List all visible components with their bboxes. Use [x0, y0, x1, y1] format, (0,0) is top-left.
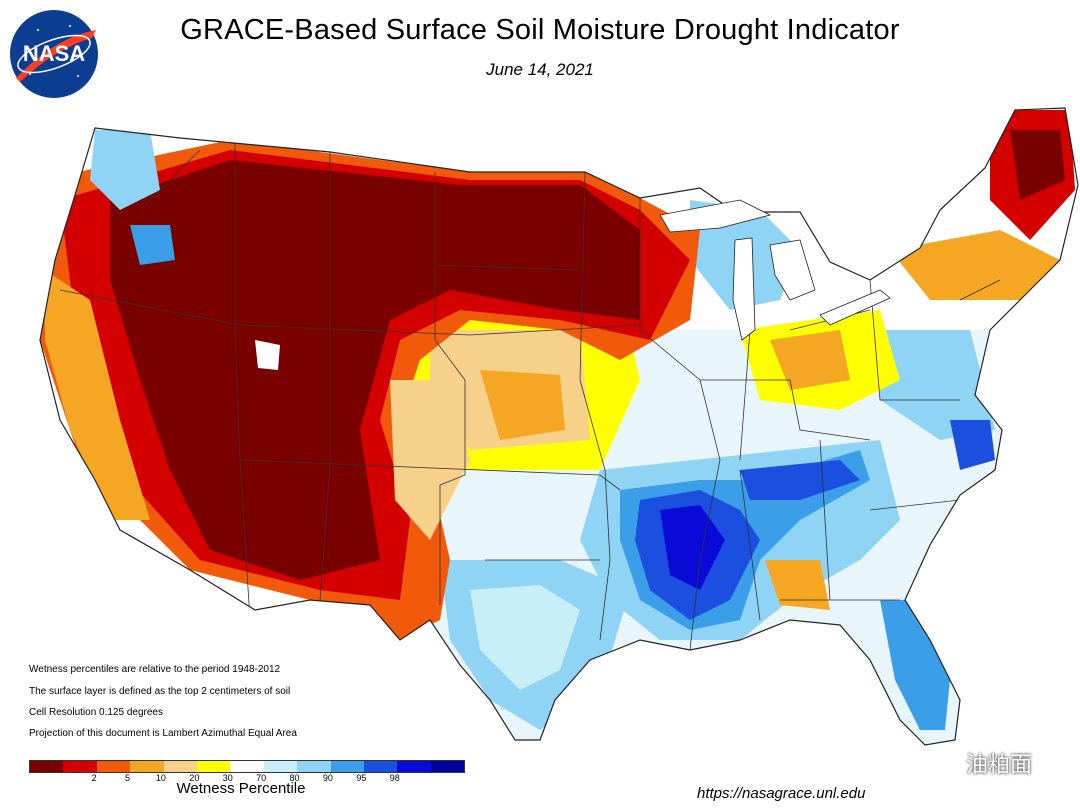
legend-swatch — [230, 761, 264, 772]
legend-tick-label: 2 — [91, 773, 97, 783]
legend-tick-label: 90 — [322, 773, 333, 783]
legend-swatch — [163, 761, 197, 772]
lake-superior — [659, 199, 772, 233]
legend-tick-label: 5 — [125, 773, 131, 783]
legend-swatch — [363, 761, 398, 772]
lake-erie — [819, 289, 891, 326]
lake-huron — [769, 239, 816, 301]
legend-swatch — [397, 761, 431, 772]
source-url: https://nasagrace.unl.edu — [697, 785, 866, 802]
legend-tick-label: 10 — [155, 773, 166, 783]
note-cell-resolution: Cell Resolution 0.125 degrees — [29, 707, 163, 718]
legend-swatch — [263, 761, 298, 772]
legend-tick-label: 20 — [189, 773, 200, 783]
svg-text:NASA: NASA — [23, 41, 85, 66]
wetness-field — [40, 110, 1078, 745]
watermark-text: 油粕面 — [966, 752, 1033, 777]
legend-swatch — [297, 761, 331, 772]
note-projection: Projection of this document is Lambert A… — [29, 728, 297, 739]
map-date: June 14, 2021 — [486, 60, 594, 79]
legend-swatch — [430, 761, 465, 772]
watermark: 油粕面 — [920, 746, 1032, 780]
legend-swatch — [330, 761, 364, 772]
legend-swatch — [130, 761, 164, 772]
legend-tick-label: 80 — [289, 773, 300, 783]
legend-swatch — [96, 761, 131, 772]
legend-title: Wetness Percentile — [176, 780, 306, 797]
legend-swatch — [30, 761, 64, 772]
note-percentile-period: Wetness percentiles are relative to the … — [29, 664, 281, 675]
legend-tick-label: 95 — [356, 773, 367, 783]
legend-colorbar — [29, 760, 466, 773]
nasa-logo: NASA — [10, 10, 98, 98]
conus-outline — [39, 107, 1079, 746]
page-title: GRACE-Based Surface Soil Moisture Drough… — [180, 14, 900, 46]
legend-tick-label: 30 — [222, 773, 233, 783]
legend-tick-label: 70 — [256, 773, 267, 783]
legend-swatch — [63, 761, 97, 772]
legend-swatch — [196, 761, 231, 772]
note-surface-layer: The surface layer is defined as the top … — [29, 686, 291, 697]
state-boundaries — [59, 140, 1001, 651]
legend-tick-label: 98 — [389, 773, 400, 783]
wechat-icon — [920, 747, 960, 779]
lake-michigan — [732, 237, 756, 341]
